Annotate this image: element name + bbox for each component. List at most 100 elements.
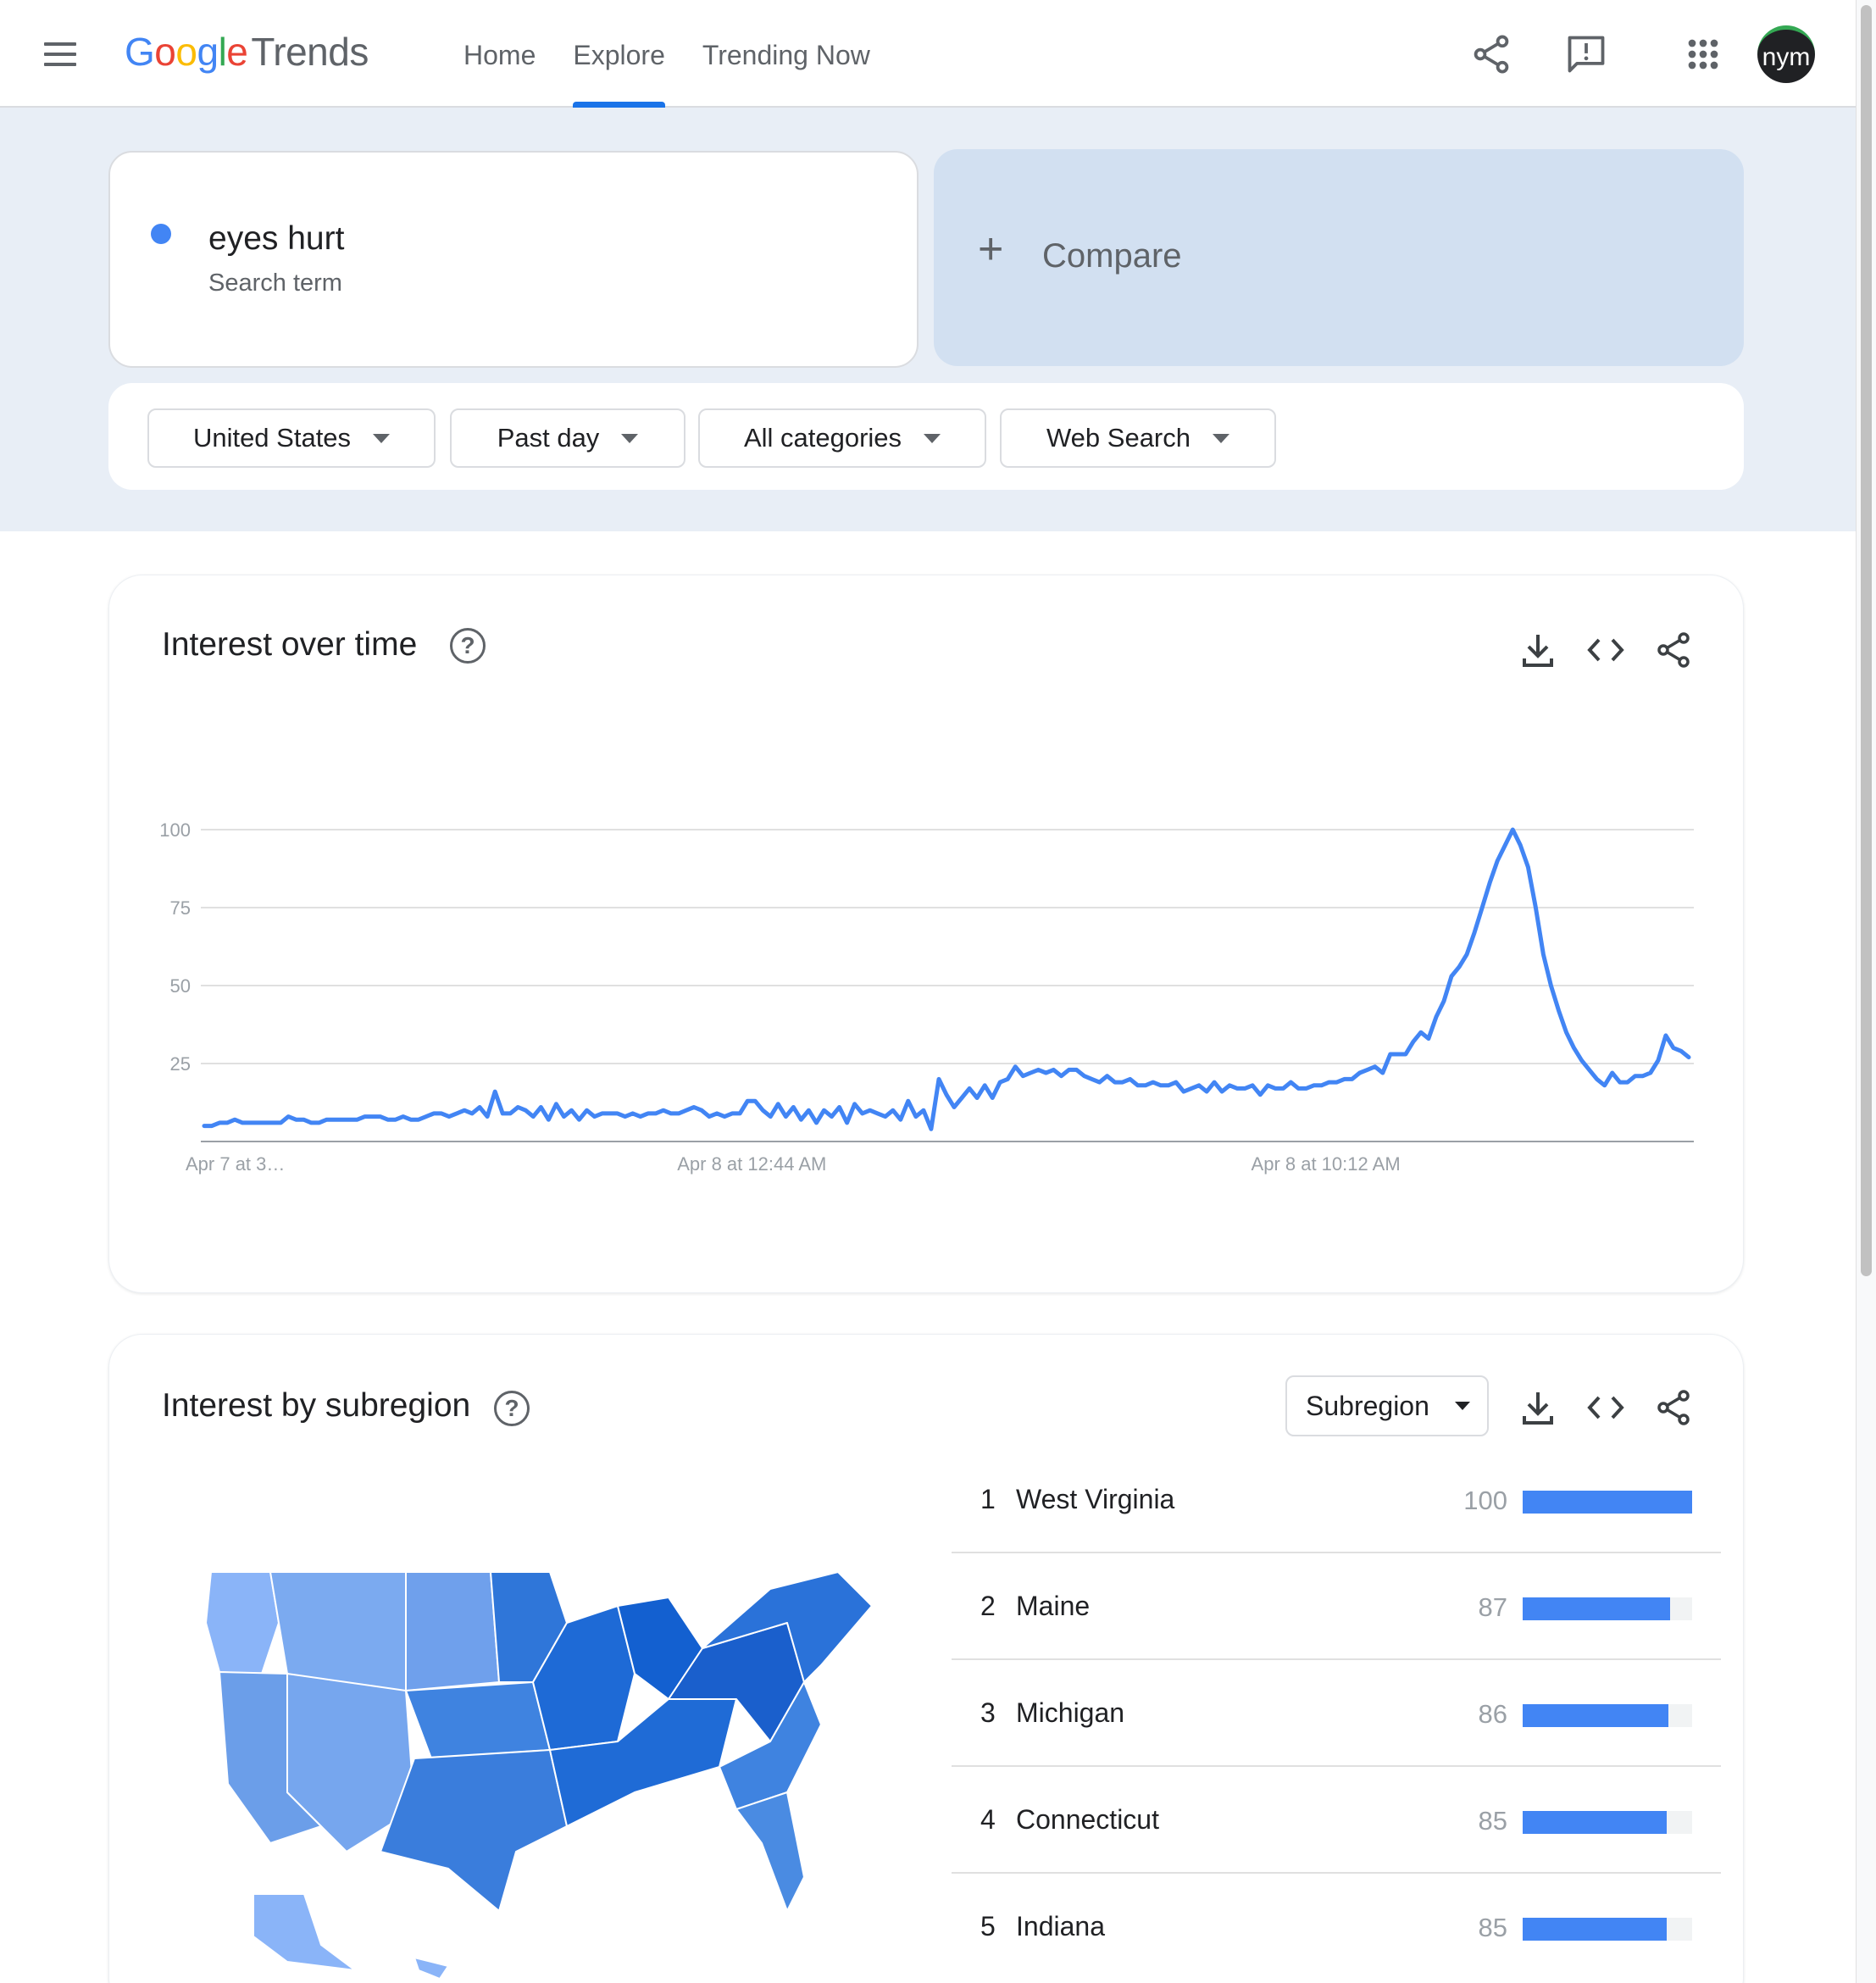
scrollbar-thumb[interactable] [1861, 5, 1872, 1276]
interest-by-subregion-card: Interest by subregion ? Subregion [108, 1334, 1744, 1983]
logo-letter: G [125, 30, 155, 74]
series-line-eyes-hurt [202, 827, 1691, 1131]
help-icon[interactable]: ? [450, 628, 486, 664]
rank-number: 3 [980, 1697, 996, 1728]
avatar[interactable]: nym [1757, 25, 1815, 83]
nav-explore[interactable]: Explore [573, 0, 665, 108]
region-value-bar [1523, 1491, 1692, 1514]
ranking-row[interactable]: 2 Maine 87 [952, 1553, 1721, 1660]
map-region-northeast[interactable] [702, 1572, 873, 1683]
region-filter-label: United States [192, 423, 352, 453]
y-tick-label: 100 [159, 819, 191, 841]
plus-icon: + [978, 225, 1004, 274]
region-name[interactable]: Maine [1016, 1591, 1091, 1621]
logo-letter: e [226, 30, 248, 74]
region-value-bar [1523, 1597, 1692, 1620]
rank-number: 4 [980, 1804, 996, 1835]
region-value-bar-fill [1523, 1811, 1667, 1834]
nav-trending-now[interactable]: Trending Now [702, 40, 870, 70]
region-name[interactable]: Indiana [1016, 1911, 1105, 1941]
interest-by-subregion-title: Interest by subregion [162, 1387, 471, 1424]
dropdown-arrow-icon [621, 433, 639, 443]
map-region-alaska[interactable] [253, 1893, 356, 1971]
map-region-texas-south[interactable] [380, 1749, 568, 1912]
map-region-south-central[interactable] [549, 1698, 737, 1827]
map-region-florida[interactable] [735, 1791, 805, 1912]
region-value: 85 [1478, 1806, 1507, 1836]
region-filter[interactable]: United States [147, 408, 436, 468]
term-color-dot [151, 224, 171, 244]
filters-bar: United States Past day All categories We… [108, 383, 1744, 490]
y-tick-label: 75 [170, 897, 191, 919]
region-name[interactable]: Michigan [1016, 1697, 1125, 1728]
time-filter-label: Past day [497, 423, 600, 453]
apps-grid-icon[interactable] [1681, 32, 1725, 76]
share-icon[interactable] [1653, 1387, 1694, 1428]
map-region-northwest[interactable] [205, 1572, 280, 1675]
region-value: 100 [1463, 1486, 1507, 1515]
region-value-bar-fill [1523, 1597, 1670, 1620]
logo-letter: o [175, 30, 197, 74]
search-term-text[interactable]: eyes hurt [208, 220, 345, 257]
subregion-ranking-list: 1 West Virginia 100 2 Maine 87 3 Michiga… [952, 1447, 1721, 1980]
search-term-card[interactable]: eyes hurt Search term [108, 151, 919, 368]
ranking-row[interactable]: 5 Indiana 85 [952, 1874, 1721, 1980]
main-nav: Home Explore Trending Now [445, 0, 889, 108]
region-value: 87 [1478, 1592, 1507, 1622]
region-value-bar [1523, 1811, 1692, 1834]
map-region-plains-central[interactable] [405, 1681, 551, 1759]
y-tick-label: 25 [170, 1053, 191, 1075]
embed-code-icon[interactable] [1585, 1387, 1626, 1428]
nav-home[interactable]: Home [463, 40, 536, 70]
time-filter[interactable]: Past day [450, 408, 685, 468]
rank-number: 2 [980, 1591, 996, 1621]
region-value-bar-fill [1523, 1704, 1668, 1727]
map-region-plains-north[interactable] [405, 1572, 500, 1691]
share-icon[interactable] [1469, 32, 1513, 76]
share-icon[interactable] [1653, 630, 1694, 670]
google-trends-logo[interactable]: GoogleTrends [125, 29, 369, 75]
hamburger-menu-icon[interactable] [44, 42, 76, 66]
x-tick-label: Apr 8 at 10:12 AM [1252, 1153, 1401, 1175]
region-value-bar [1523, 1918, 1692, 1941]
property-filter[interactable]: Web Search [1000, 408, 1276, 468]
x-tick-label: Apr 7 at 3… [186, 1153, 285, 1175]
search-term-type: Search term [208, 269, 342, 297]
subregion-select-label: Subregion [1306, 1390, 1429, 1421]
region-name[interactable]: West Virginia [1016, 1484, 1175, 1514]
region-name[interactable]: Connecticut [1016, 1804, 1159, 1835]
download-icon[interactable] [1518, 1387, 1558, 1428]
region-value-bar-fill [1523, 1918, 1667, 1941]
region-value-bar-fill [1523, 1491, 1692, 1514]
download-icon[interactable] [1518, 630, 1558, 670]
interest-over-time-title: Interest over time [162, 626, 418, 663]
ranking-row[interactable]: 4 Connecticut 85 [952, 1767, 1721, 1874]
map-region-mountain-north[interactable] [269, 1572, 407, 1691]
ranking-row[interactable]: 1 West Virginia 100 [952, 1447, 1721, 1553]
dropdown-arrow-icon [1213, 433, 1229, 443]
interest-over-time-card: Interest over time ? 25 50 75 100 Apr 7 at 3… [108, 575, 1744, 1293]
logo-letter: l [218, 30, 227, 74]
embed-code-icon[interactable] [1585, 630, 1626, 670]
dropdown-arrow-icon [1454, 1402, 1470, 1410]
y-tick-label: 50 [170, 975, 191, 997]
rank-number: 5 [980, 1911, 996, 1941]
logo-letter: o [154, 30, 176, 74]
property-filter-label: Web Search [1046, 423, 1191, 453]
map-region-hawaii[interactable] [413, 1957, 449, 1980]
region-value-bar [1523, 1704, 1692, 1727]
x-tick-label: Apr 8 at 12:44 AM [677, 1153, 826, 1175]
compare-button[interactable]: + Compare [934, 149, 1744, 366]
page-scrollbar[interactable] [1856, 0, 1876, 1983]
help-icon[interactable]: ? [494, 1391, 530, 1426]
us-subregion-map[interactable] [194, 1572, 940, 1983]
interest-line-chart: 25 50 75 100 Apr 7 at 3… Apr 8 at 12:44 AM Apr… [159, 819, 1694, 1175]
feedback-icon[interactable] [1564, 32, 1608, 76]
ranking-row[interactable]: 3 Michigan 86 [952, 1660, 1721, 1767]
subregion-select[interactable]: Subregion [1285, 1375, 1489, 1436]
logo-letter: g [197, 30, 219, 74]
category-filter[interactable]: All categories [698, 408, 986, 468]
logo-trends-text: Trends [251, 30, 369, 74]
dropdown-arrow-icon [373, 433, 391, 443]
region-value: 86 [1478, 1699, 1507, 1729]
